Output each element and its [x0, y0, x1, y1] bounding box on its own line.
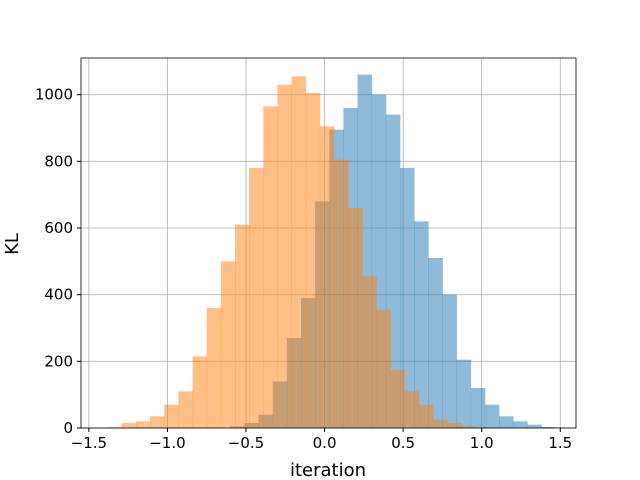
- x-tick-label: −0.5: [228, 434, 264, 452]
- histogram-bar: [414, 221, 429, 428]
- y-tick-label: 1000: [35, 86, 73, 104]
- series-2-bars: [107, 76, 476, 429]
- histogram-bar: [107, 427, 123, 428]
- x-tick-label: 1.5: [548, 434, 572, 452]
- x-tick-label: 0.0: [313, 434, 337, 452]
- histogram-bar: [470, 388, 486, 428]
- histogram-bar: [305, 93, 321, 428]
- histogram-bar: [428, 258, 443, 428]
- histogram-bar: [150, 416, 165, 428]
- histogram-bar: [418, 404, 434, 428]
- histogram-bar: [249, 168, 264, 428]
- x-tick-label: −1.5: [71, 434, 107, 452]
- histogram-bar: [348, 208, 363, 428]
- histogram-bar: [206, 308, 222, 428]
- histogram-bar: [291, 76, 307, 428]
- x-tick-label: −1.0: [149, 434, 185, 452]
- y-tick-label: 400: [44, 286, 73, 304]
- plot-frame: [80, 57, 577, 429]
- y-tick-label: 800: [44, 152, 73, 170]
- y-tick-label: 200: [44, 352, 73, 370]
- histogram-bar: [499, 416, 514, 428]
- histogram-bar: [235, 224, 250, 428]
- x-axis-label: iteration: [290, 460, 366, 480]
- histogram-bar: [433, 419, 448, 428]
- histogram-bar: [263, 106, 278, 428]
- histogram-bar: [456, 359, 472, 428]
- histogram-bar: [164, 404, 179, 428]
- y-tick-label: 0: [63, 419, 73, 437]
- histogram-bar: [277, 84, 292, 429]
- histogram-bar: [400, 168, 415, 428]
- histogram-bar: [390, 369, 406, 428]
- histogram-bar: [178, 391, 193, 428]
- histogram-bar: [192, 356, 208, 428]
- histogram-bar: [121, 423, 137, 428]
- y-tick-label: 600: [44, 219, 73, 237]
- histogram-bars: [107, 74, 556, 429]
- histogram-bar: [541, 427, 556, 428]
- histogram-bar: [461, 426, 476, 428]
- histogram-bar: [527, 424, 542, 428]
- histogram-bar: [442, 294, 457, 428]
- histogram-bar: [362, 276, 377, 428]
- histogram-bar: [447, 423, 462, 428]
- histogram-bar: [376, 309, 391, 428]
- histogram-bar: [319, 126, 335, 428]
- histogram-bar: [136, 421, 151, 428]
- histogram-bar: [334, 159, 349, 428]
- histogram-bar: [404, 391, 420, 428]
- histogram-bar: [513, 421, 528, 428]
- x-tick-label: 1.0: [470, 434, 494, 452]
- y-axis-ticks: 0 200 400 600 800 1000: [35, 86, 81, 437]
- histogram-bar: [484, 404, 500, 428]
- histogram-bar: [220, 261, 236, 428]
- y-axis-label: KL: [2, 233, 23, 255]
- x-tick-label: 0.5: [391, 434, 415, 452]
- x-axis-ticks: −1.5 −1.0 −0.5 0.0 0.5 1.0 1.5: [71, 428, 572, 452]
